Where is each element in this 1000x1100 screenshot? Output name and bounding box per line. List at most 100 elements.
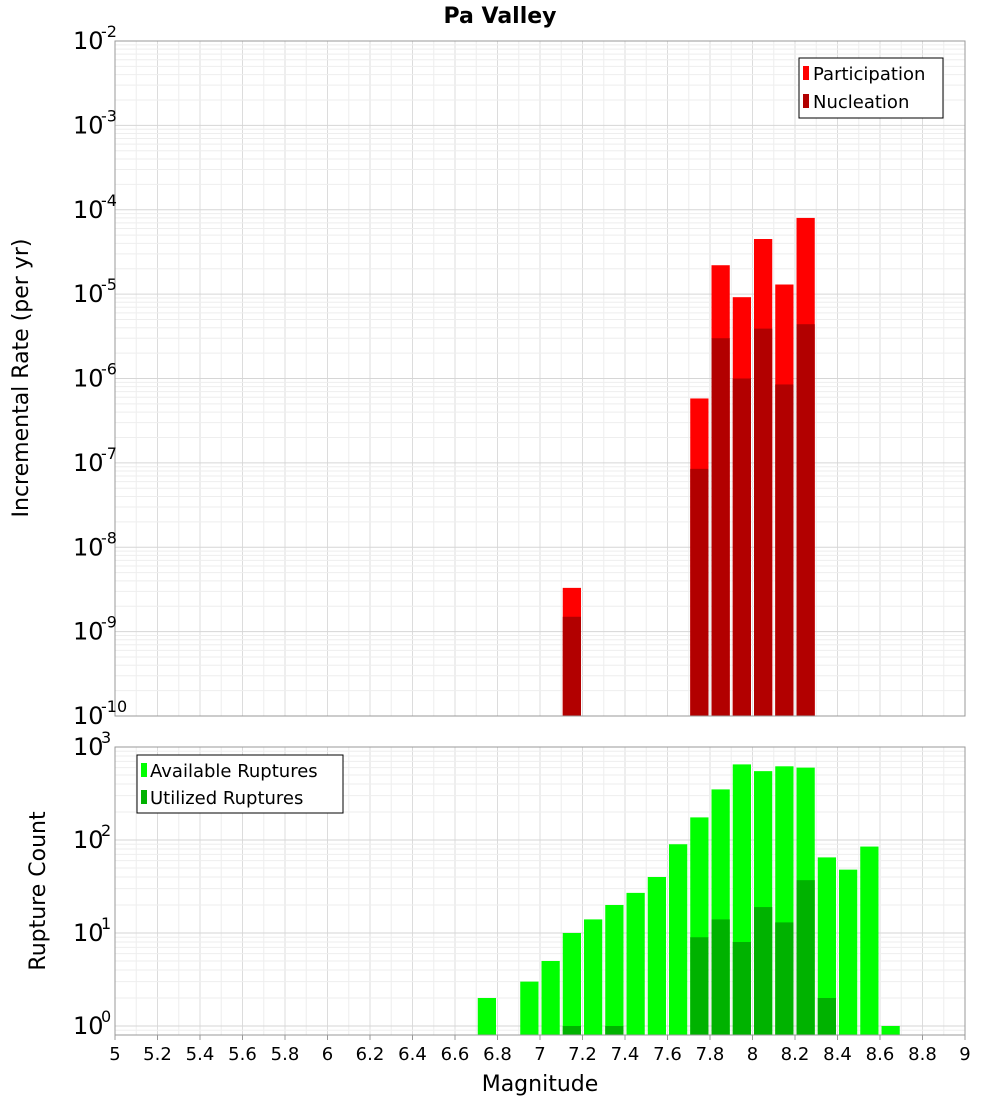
bottom-bars xyxy=(477,764,900,1035)
x-tick-label: 6.8 xyxy=(483,1044,512,1065)
bar-available-ruptures xyxy=(584,919,603,1035)
bar-nucleation xyxy=(754,328,773,716)
x-tick-label: 6.6 xyxy=(441,1044,470,1065)
x-tick-label: 8 xyxy=(747,1044,758,1065)
legend-swatch-available-ruptures xyxy=(141,763,147,777)
bar-available-ruptures xyxy=(860,846,879,1035)
bar-utilized-ruptures xyxy=(775,922,794,1035)
chart-title: Pa Valley xyxy=(443,4,556,29)
bar-utilized-ruptures xyxy=(754,907,773,1035)
x-axis-label: Magnitude xyxy=(482,1072,599,1097)
top-gridlines xyxy=(114,40,966,717)
bar-utilized-ruptures xyxy=(690,937,709,1035)
legend-label-available-ruptures: Available Ruptures xyxy=(150,761,318,782)
x-tick-label: 8.8 xyxy=(908,1044,937,1065)
bar-utilized-ruptures xyxy=(817,997,836,1035)
bar-nucleation xyxy=(562,616,581,716)
bottom-legend-box xyxy=(136,754,344,814)
x-tick-label: 9 xyxy=(959,1044,970,1065)
bottom-legend: Available Ruptures Utilized Ruptures xyxy=(136,754,344,814)
y-tick-label-base: 10 xyxy=(73,111,104,139)
y-tick-label-exponent: -5 xyxy=(101,275,117,294)
x-tick-label: 6 xyxy=(322,1044,333,1065)
bar-available-ruptures xyxy=(520,981,539,1035)
x-tick-label: 5.6 xyxy=(228,1044,257,1065)
y-tick-label-exponent: -9 xyxy=(101,613,117,632)
top-legend-box xyxy=(798,57,944,119)
bar-nucleation xyxy=(711,338,730,716)
x-tick-label: 5.2 xyxy=(143,1044,172,1065)
legend-label-utilized-ruptures: Utilized Ruptures xyxy=(150,788,303,809)
y-tick-label-base: 10 xyxy=(73,733,104,761)
y-tick-label-base: 10 xyxy=(73,27,104,55)
legend-label-nucleation: Nucleation xyxy=(813,92,909,113)
y-tick-label-exponent: -2 xyxy=(101,22,117,41)
bar-available-ruptures xyxy=(817,857,836,1035)
y-tick-label-base: 10 xyxy=(73,533,104,561)
bar-nucleation xyxy=(690,468,709,716)
y-tick-label-base: 10 xyxy=(73,919,104,947)
x-tick-label: 7.8 xyxy=(696,1044,725,1065)
y-tick-label-base: 10 xyxy=(73,196,104,224)
bar-available-ruptures xyxy=(669,844,688,1035)
y-tick-label-exponent: -10 xyxy=(101,697,127,716)
bar-available-ruptures xyxy=(881,1025,900,1035)
bar-nucleation xyxy=(775,384,794,716)
x-tick-label: 5.8 xyxy=(271,1044,300,1065)
y-tick-label-base: 10 xyxy=(73,449,104,477)
x-tick-label: 6.2 xyxy=(356,1044,385,1065)
y-tick-label-exponent: 2 xyxy=(101,821,111,840)
bar-utilized-ruptures xyxy=(732,942,751,1035)
y-tick-label-base: 10 xyxy=(73,702,104,730)
x-tick-label: 5 xyxy=(109,1044,120,1065)
top-plot-frame xyxy=(114,40,966,717)
x-tick-label: 7.2 xyxy=(568,1044,597,1065)
bar-utilized-ruptures xyxy=(796,880,815,1035)
x-tick-label: 8.2 xyxy=(781,1044,810,1065)
x-tick-label: 7 xyxy=(534,1044,545,1065)
y-tick-label-base: 10 xyxy=(73,618,104,646)
y-tick-label-exponent: -8 xyxy=(101,528,117,547)
y-tick-label-base: 10 xyxy=(73,280,104,308)
legend-label-participation: Participation xyxy=(813,64,925,85)
bar-available-ruptures xyxy=(605,904,624,1035)
legend-swatch-utilized-ruptures xyxy=(141,790,147,804)
y-tick-label-base: 10 xyxy=(73,826,104,854)
legend-swatch-participation xyxy=(803,66,809,80)
x-tick-label: 8.4 xyxy=(823,1044,852,1065)
x-tick-labels: 5 5.2 5.4 5.6 5.8 6 6.2 6.4 6.6 6.8 7 7.2 7.4 7.6 7.8 8… xyxy=(109,1035,971,1065)
x-tick-label: 6.4 xyxy=(398,1044,427,1065)
bar-utilized-ruptures xyxy=(605,1025,624,1035)
y-tick-label-exponent: -6 xyxy=(101,360,117,379)
bar-available-ruptures xyxy=(626,892,645,1035)
y-tick-label-base: 10 xyxy=(73,1012,104,1040)
bar-available-ruptures xyxy=(839,869,858,1035)
bar-utilized-ruptures xyxy=(711,919,730,1035)
y-tick-label-base: 10 xyxy=(73,365,104,393)
x-tick-label: 7.6 xyxy=(653,1044,682,1065)
top-legend: Participation Nucleation xyxy=(798,57,944,119)
bar-utilized-ruptures xyxy=(562,1025,581,1035)
bar-nucleation xyxy=(796,324,815,716)
legend-swatch-nucleation xyxy=(803,94,809,108)
x-tick-label: 5.4 xyxy=(186,1044,215,1065)
x-tick-label: 8.6 xyxy=(866,1044,895,1065)
y-tick-label-exponent: 0 xyxy=(101,1007,111,1026)
bar-available-ruptures xyxy=(477,997,496,1035)
y-tick-label-exponent: 3 xyxy=(101,728,111,747)
bar-nucleation xyxy=(732,378,751,716)
bar-available-ruptures xyxy=(562,932,581,1035)
top-bars xyxy=(562,217,815,716)
y-tick-label-exponent: -7 xyxy=(101,444,117,463)
top-y-axis-label: Incremental Rate (per yr) xyxy=(9,239,34,518)
bar-available-ruptures xyxy=(647,877,666,1035)
y-tick-label-exponent: -3 xyxy=(101,106,117,125)
y-tick-label-exponent: -4 xyxy=(101,191,117,210)
y-tick-label-exponent: 1 xyxy=(101,914,111,933)
x-tick-label: 7.4 xyxy=(611,1044,640,1065)
